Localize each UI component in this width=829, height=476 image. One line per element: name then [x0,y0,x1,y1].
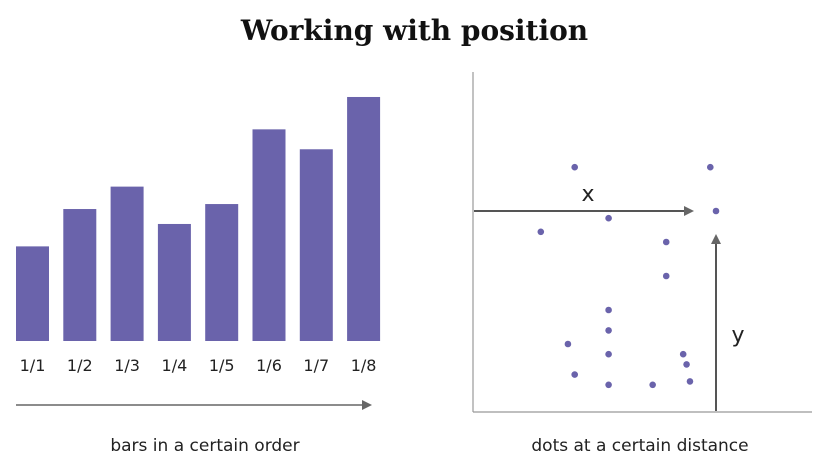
bar-category-label: 1/6 [256,356,282,375]
bar [110,186,144,341]
bar [347,96,381,341]
x-distance-label: x [581,182,594,207]
bar [157,223,191,341]
dot [649,381,656,389]
bar-category-label: 1/7 [303,356,329,375]
bar [63,209,97,341]
dot [707,163,714,171]
highlighted-dot [712,207,720,215]
bar-chart [16,96,381,341]
y-distance-label: y [731,323,744,348]
bar [16,246,49,341]
dot [605,306,612,314]
dot [683,361,690,368]
dot [605,214,612,222]
bar-category-label: 1/1 [20,356,46,375]
bar-category-label: 1/4 [162,356,188,375]
dot [564,340,572,348]
dot [571,371,578,378]
bar [299,149,333,341]
dot [662,238,670,246]
bar-category-label: 1/5 [209,356,235,375]
bar [205,204,239,341]
dot [537,228,545,236]
diagram-title: Working with position [240,14,589,47]
dot [605,350,612,358]
dot [571,163,578,171]
bar [252,129,286,341]
dot-plot [537,163,714,389]
bar-category-label: 1/8 [351,356,377,375]
dot [679,350,687,358]
bars-caption: bars in a certain order [110,436,300,456]
dot [662,272,670,280]
bar-category-label: 1/2 [67,356,93,375]
dots-caption: dots at a certain distance [531,436,749,456]
dot [605,381,612,389]
bar-category-label: 1/3 [114,356,140,375]
dot [686,378,694,385]
dot [605,327,612,334]
bar-category-labels: 1/1 1/2 1/3 1/4 1/5 1/6 1/7 1/8 [20,356,377,375]
